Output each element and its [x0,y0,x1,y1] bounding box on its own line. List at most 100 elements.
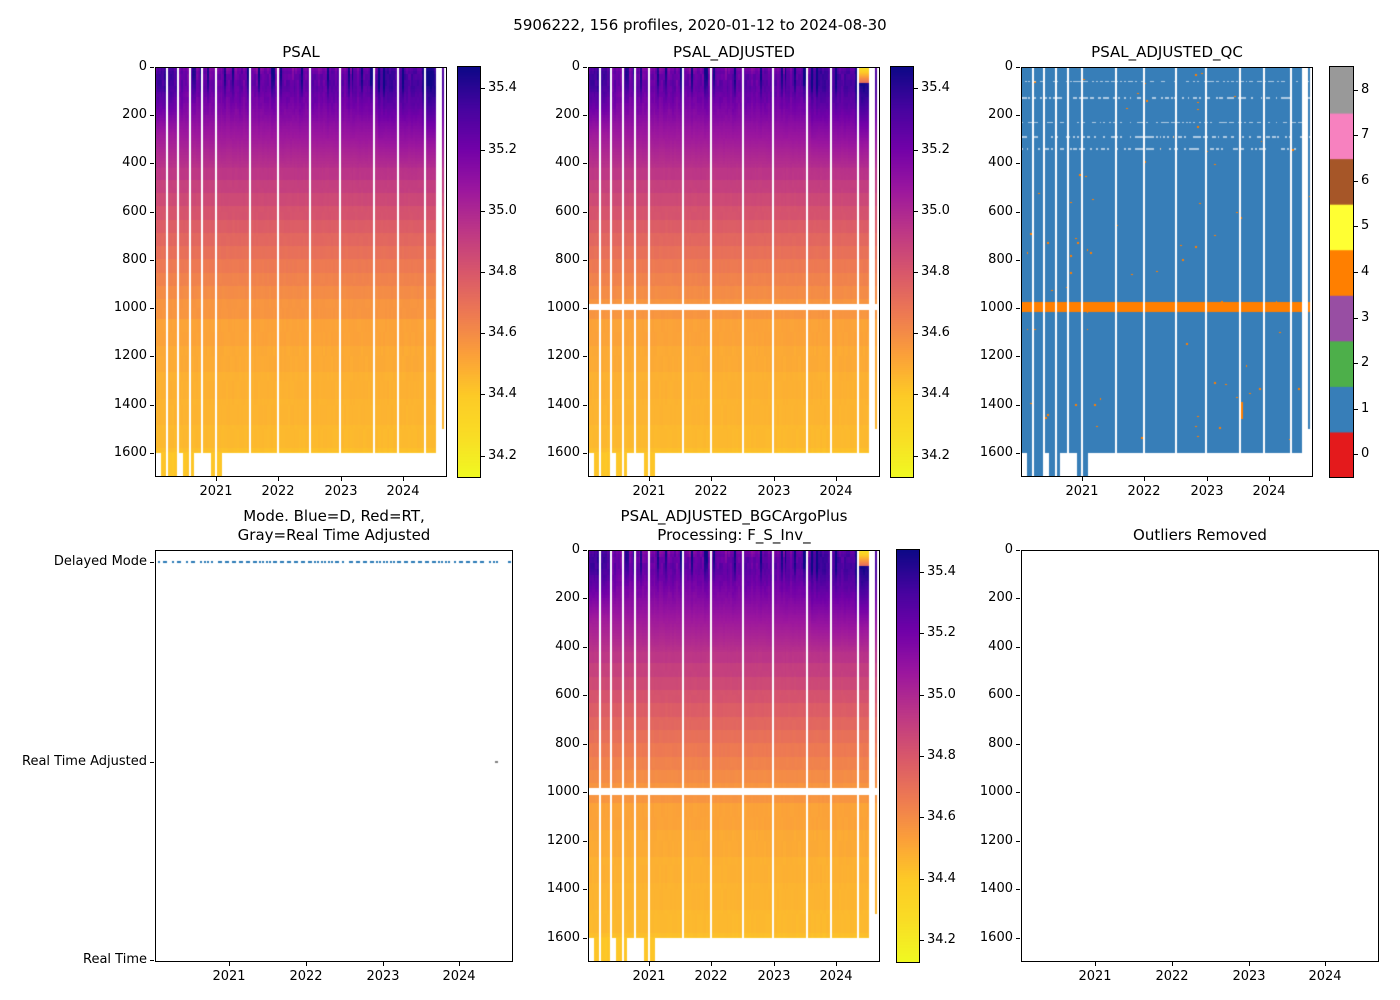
y-tick-label: 0 [1004,542,1013,557]
y-tick-label: 1000 [979,784,1013,799]
x-tick-mark [1269,477,1270,481]
y-tick-mark [583,260,587,261]
y-tick-label: 800 [988,736,1013,751]
colorbar-tick-label: 35.0 [927,687,956,702]
y-tick-mark [150,562,154,563]
colorbar-tick-label: 2 [1361,355,1370,370]
y-tick-label: 600 [122,204,147,219]
y-tick-mark [583,405,587,406]
y-tick-mark [150,762,154,763]
subplot-psal-title: PSAL [282,43,320,61]
colorbar-tick-label: 35.4 [927,564,956,579]
x-tick-mark [216,477,217,481]
colorbar-tick-label: 3 [1361,310,1370,325]
mode-category-label: Real Time [83,952,147,967]
psal-adjusted-heatmap-canvas [588,67,880,477]
qc-colorbar-canvas [1329,66,1354,478]
y-tick-mark [1016,889,1020,890]
x-tick-mark [306,962,307,966]
colorbar-tick-mark [914,272,918,273]
y-tick-mark [1016,598,1020,599]
y-tick-label: 600 [988,687,1013,702]
y-tick-label: 400 [555,155,580,170]
y-tick-label: 1400 [979,881,1013,896]
x-tick-mark [1082,477,1083,481]
y-tick-mark [1016,356,1020,357]
x-tick-label: 2023 [324,484,358,499]
psal-heatmap-canvas [155,67,447,477]
y-tick-label: 1600 [113,445,147,460]
y-tick-mark [150,960,154,961]
y-tick-mark [150,115,154,116]
colorbar-tick-mark [920,695,924,696]
x-tick-label: 2022 [694,484,728,499]
x-tick-mark [1172,962,1173,966]
colorbar-tick-label: 34.6 [927,809,956,824]
colorbar-tick-mark [914,211,918,212]
x-tick-label: 2022 [261,484,295,499]
y-tick-mark [1016,695,1020,696]
y-tick-label: 1200 [979,833,1013,848]
x-tick-label: 2022 [289,969,323,984]
colorbar-tick-mark [1354,363,1358,364]
x-tick-mark [774,962,775,966]
y-tick-label: 0 [571,542,580,557]
x-tick-mark [836,962,837,966]
y-tick-label: 0 [1004,59,1013,74]
y-tick-label: 1000 [113,300,147,315]
x-tick-label: 2021 [632,969,666,984]
y-tick-mark [1016,550,1020,551]
mode-scatter-canvas [155,550,513,962]
y-tick-mark [150,405,154,406]
x-tick-label: 2022 [1127,484,1161,499]
y-tick-mark [1016,453,1020,454]
x-tick-label: 2024 [819,484,853,499]
y-tick-label: 1200 [113,348,147,363]
colorbar-tick-label: 0 [1361,446,1370,461]
y-tick-mark [583,308,587,309]
colorbar-tick-mark [920,817,924,818]
psal-adjusted-qc-heatmap-canvas [1021,67,1313,477]
y-tick-mark [1016,115,1020,116]
colorbar-tick-mark [914,150,918,151]
y-tick-mark [583,889,587,890]
colorbar-tick-label: 34.2 [921,448,950,463]
y-tick-mark [1016,163,1020,164]
colorbar-tick-label: 34.8 [927,748,956,763]
x-tick-mark [649,962,650,966]
y-tick-label: 1000 [546,784,580,799]
bgc-heatmap-canvas [588,550,880,962]
x-tick-mark [229,962,230,966]
y-tick-label: 0 [138,59,147,74]
x-tick-mark [1249,962,1250,966]
x-tick-label: 2022 [694,969,728,984]
y-tick-mark [150,163,154,164]
y-tick-label: 1400 [546,881,580,896]
x-tick-label: 2023 [757,969,791,984]
y-tick-label: 1400 [979,397,1013,412]
colorbar-tick-label: 34.4 [927,871,956,886]
y-tick-label: 800 [555,736,580,751]
y-tick-label: 400 [988,639,1013,654]
y-tick-label: 200 [555,590,580,605]
y-tick-label: 600 [555,204,580,219]
x-tick-mark [278,477,279,481]
y-tick-mark [1016,308,1020,309]
colorbar-tick-mark [481,394,485,395]
x-tick-mark [711,477,712,481]
colorbar-tick-mark [1354,454,1358,455]
colorbar-tick-label: 8 [1361,82,1370,97]
x-tick-label: 2023 [757,484,791,499]
colorbar-tick-mark [481,333,485,334]
colorbar-tick-mark [920,879,924,880]
x-tick-label: 2024 [386,484,420,499]
colorbar-tick-label: 34.8 [488,264,517,279]
y-tick-label: 1200 [979,348,1013,363]
y-tick-mark [583,550,587,551]
subplot-mode-title: Mode. Blue=D, Red=RT, Gray=Real Time Adj… [237,507,431,544]
colorbar-tick-label: 5 [1361,218,1370,233]
y-tick-label: 600 [555,687,580,702]
colorbar-tick-mark [1354,90,1358,91]
y-tick-mark [1016,744,1020,745]
